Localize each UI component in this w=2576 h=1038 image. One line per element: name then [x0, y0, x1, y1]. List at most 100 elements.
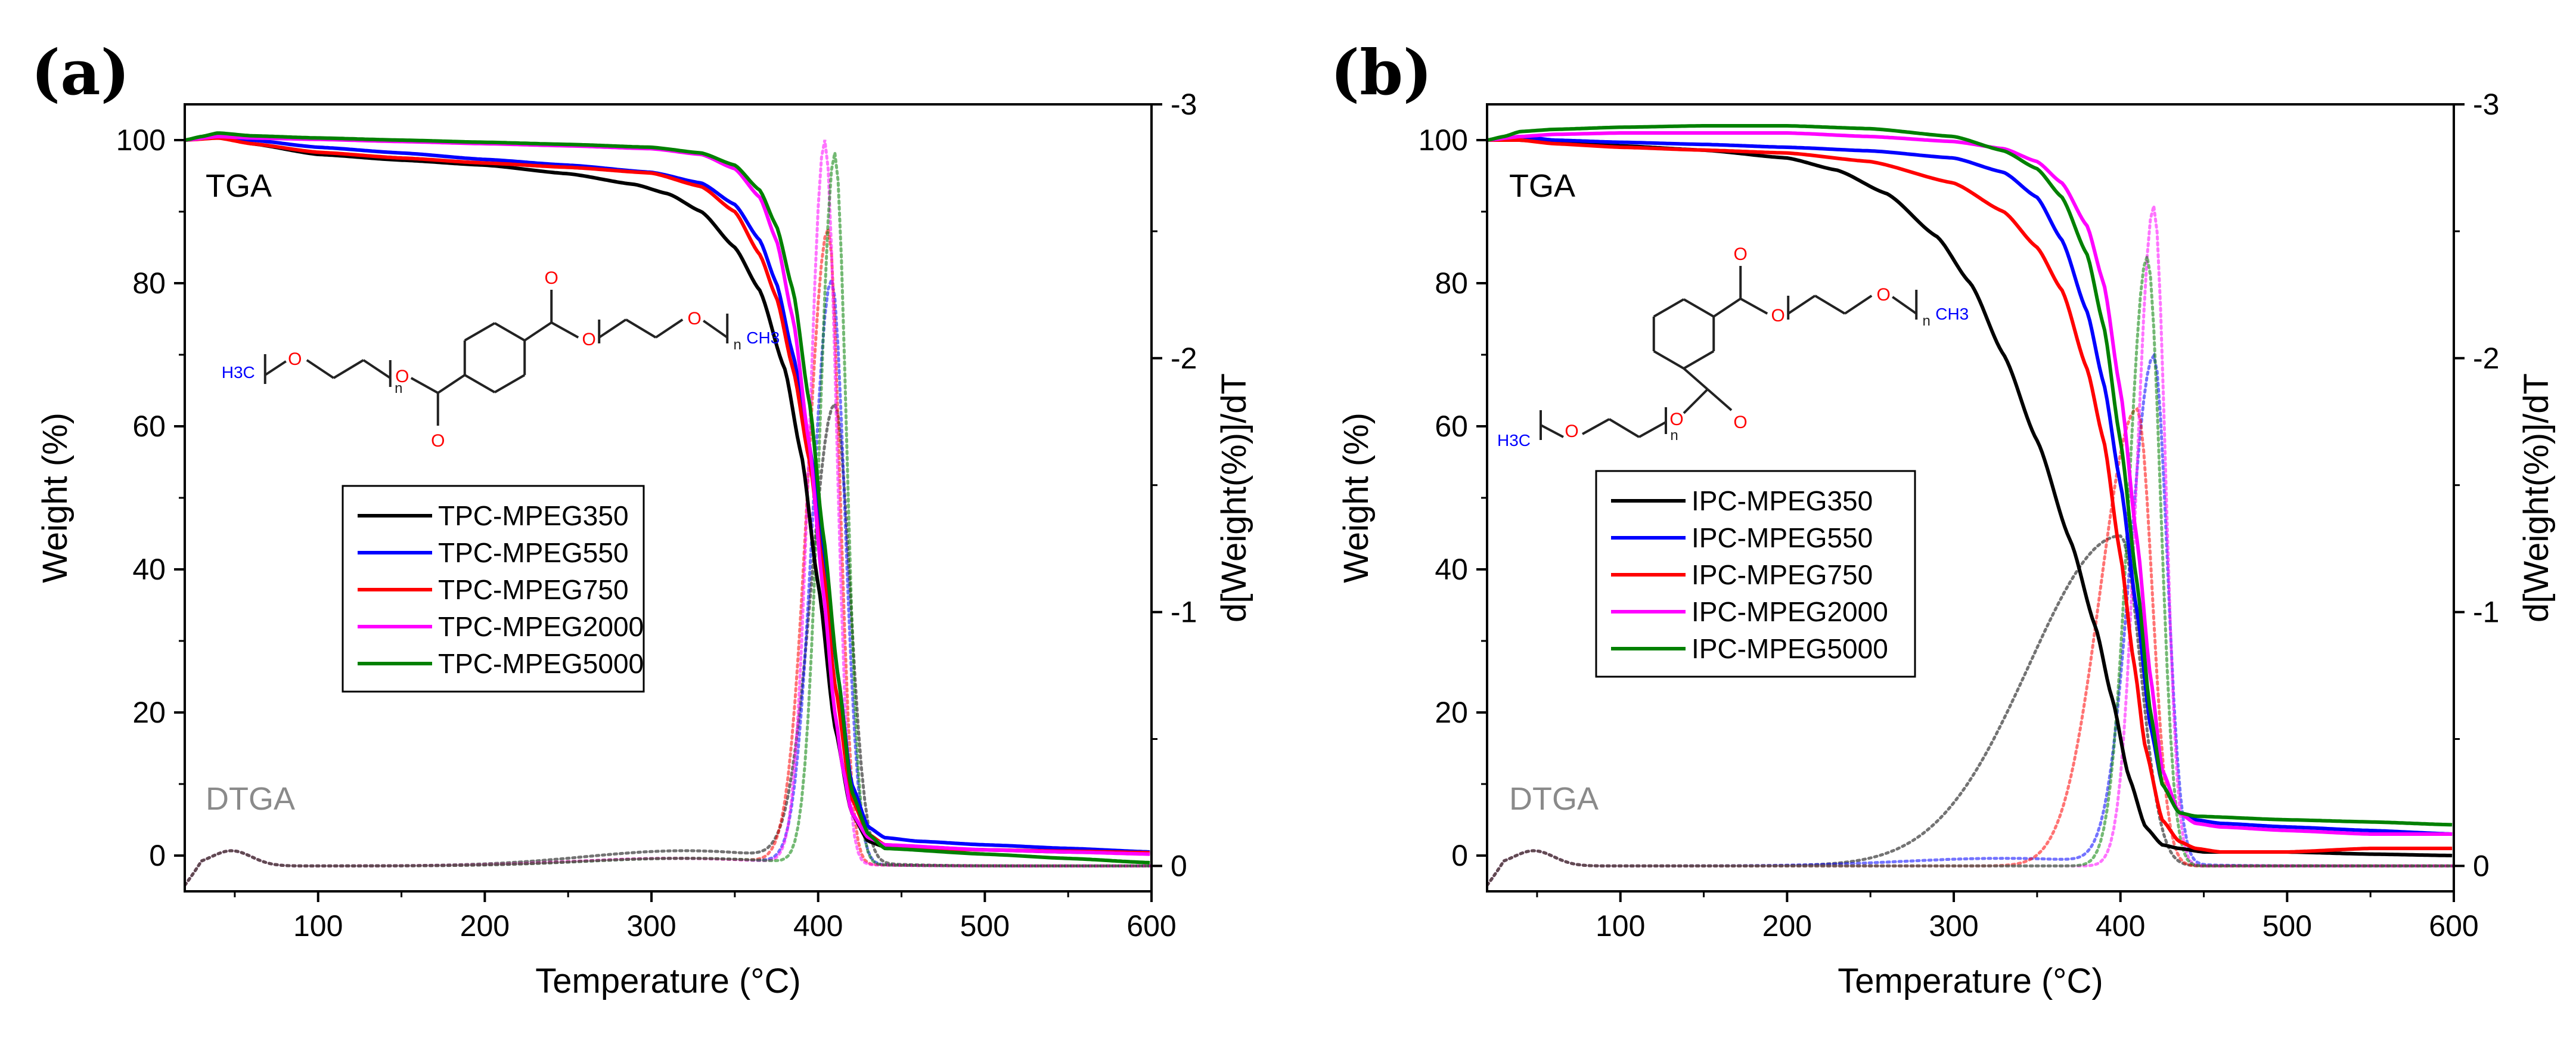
bond	[1713, 298, 1742, 318]
y2-tick-label: 0	[2473, 849, 2490, 882]
y2-axis-title: d[Weight(%)]/dT	[2517, 373, 2556, 622]
tga-annotation: TGA	[206, 168, 272, 204]
dtga-curve-TPC-MPEG5000	[185, 152, 1152, 887]
bond	[1740, 298, 1768, 315]
y-axis-title: Weight (%)	[36, 413, 75, 583]
dtga-curve-TPC-MPEG350	[185, 401, 1152, 887]
bond	[625, 318, 657, 339]
y-axis-title: Weight (%)	[1337, 413, 1376, 583]
oxygen-atom: O	[545, 268, 558, 288]
legend-label: TPC-MPEG550	[438, 537, 629, 568]
x-tick-label: 500	[960, 909, 1010, 943]
bond	[333, 359, 364, 379]
y-tick-label: 0	[1451, 839, 1468, 872]
bond	[1638, 421, 1666, 438]
y-tick-label: 40	[1435, 553, 1468, 586]
y2-tick-label: -1	[1171, 596, 1197, 629]
bond	[1582, 418, 1610, 435]
bond	[1683, 367, 1709, 391]
x-tick-label: 400	[793, 909, 843, 943]
y2-tick-label: 0	[1171, 849, 1187, 882]
oxygen-atom: O	[582, 330, 596, 349]
x-tick-label: 100	[293, 909, 343, 943]
y-tick-label: 60	[1435, 410, 1468, 443]
x-tick-label: 300	[1929, 909, 1978, 943]
bond	[655, 318, 684, 339]
plot-area	[1487, 124, 2454, 887]
methyl-group: CH3	[746, 329, 780, 347]
tga-curve-TPC-MPEG2000	[185, 135, 1150, 856]
tga-annotation: TGA	[1509, 168, 1575, 204]
y2-tick-label: -3	[2473, 88, 2499, 121]
x-tick-label: 400	[2096, 909, 2145, 943]
legend-label: TPC-MPEG750	[438, 574, 629, 605]
repeat-n: n	[395, 380, 402, 396]
bond	[494, 322, 526, 342]
y-tick-label: 20	[1435, 696, 1468, 729]
legend-label: TPC-MPEG2000	[438, 611, 644, 642]
legend-label: IPC-MPEG2000	[1692, 596, 1888, 627]
oxygen-atom: O	[1565, 422, 1578, 441]
legend-label: IPC-MPEG350	[1692, 485, 1873, 516]
dtga-curve-IPC-MPEG5000	[1487, 256, 2454, 887]
bond	[494, 374, 526, 393]
y-tick-label: 0	[149, 839, 166, 872]
x-axis-title: Temperature (°C)	[535, 962, 800, 1000]
oxygen-atom: O	[1733, 413, 1747, 432]
bond	[1892, 296, 1917, 315]
bond	[410, 377, 439, 394]
y2-axis-title: d[Weight(%)]/dT	[1215, 373, 1253, 622]
bond	[1653, 350, 1684, 370]
bond	[1706, 388, 1733, 411]
y-tick-label: 100	[1419, 123, 1468, 157]
plot-area	[185, 131, 1152, 887]
y-tick-label: 80	[1435, 267, 1468, 300]
oxygen-atom: O	[431, 431, 445, 451]
y-tick-label: 20	[132, 696, 166, 729]
bond	[1608, 418, 1640, 438]
y-tick-label: 40	[132, 553, 166, 586]
methyl-group: H3C	[222, 363, 255, 382]
x-tick-label: 200	[460, 909, 510, 943]
panel-label: (b)	[1330, 36, 1432, 109]
y2-tick-label: -3	[1171, 88, 1197, 121]
dtga-curve-TPC-MPEG2000	[185, 140, 1152, 887]
x-tick-label: 500	[2262, 909, 2312, 943]
bond	[1683, 350, 1715, 370]
legend-label: IPC-MPEG5000	[1692, 633, 1888, 664]
oxygen-atom: O	[1734, 244, 1748, 264]
legend-label: IPC-MPEG550	[1692, 522, 1873, 553]
y2-tick-label: -2	[1171, 342, 1197, 375]
chart-panel-b: (b) 100 200 300 400 500 600 0 20 40 60 80 100 0 -1 -2 -3…	[1330, 36, 2556, 1000]
tga-curve-IPC-MPEG2000	[1487, 131, 2453, 836]
dtga-annotation: DTGA	[206, 781, 295, 817]
bond	[1844, 295, 1873, 315]
y-tick-label: 60	[132, 410, 166, 443]
legend-label: IPC-MPEG750	[1692, 559, 1873, 590]
repeat-n: n	[1670, 427, 1678, 444]
oxygen-atom: O	[395, 367, 409, 386]
y2-tick-label: -1	[2473, 596, 2499, 629]
bond	[1787, 295, 1816, 315]
x-axis-title: Temperature (°C)	[1838, 962, 2103, 1000]
repeat-n: n	[734, 337, 741, 353]
tga-curve-IPC-MPEG750	[1487, 138, 2453, 854]
oxygen-atom: O	[1877, 285, 1891, 305]
tga-curve-TPC-MPEG350	[185, 135, 1150, 856]
y-tick-label: 100	[116, 123, 166, 157]
dtga-annotation: DTGA	[1509, 781, 1599, 817]
repeat-n: n	[1923, 313, 1931, 329]
legend: TPC-MPEG350 TPC-MPEG550 TPC-MPEG750 TPC-MPE…	[342, 485, 645, 693]
panel-label: (a)	[31, 36, 130, 109]
tga-curve-TPC-MPEG5000	[185, 131, 1150, 865]
bond	[598, 318, 627, 339]
bond	[264, 360, 287, 376]
tga-curve-TPC-MPEG750	[185, 136, 1150, 855]
bond	[464, 374, 495, 393]
chart-panel-a: (a) 100 200 300 400 500 600 0 20 40 60 80 100 0 -1 -2 -3…	[31, 36, 1253, 1000]
y2-tick-label: -2	[2473, 342, 2499, 375]
bond	[1540, 424, 1564, 438]
bond	[703, 320, 728, 339]
